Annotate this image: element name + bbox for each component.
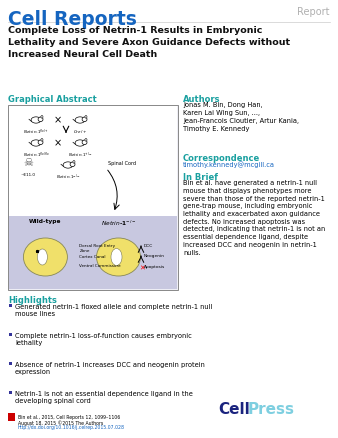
Text: August 18, 2015 ©2015 The Authors: August 18, 2015 ©2015 The Authors — [18, 419, 103, 425]
Text: Cell Reports: Cell Reports — [8, 10, 137, 29]
Text: Complete Loss of Netrin-1 Results in Embryonic
Lethality and Severe Axon Guidanc: Complete Loss of Netrin-1 Results in Emb… — [8, 26, 290, 59]
Ellipse shape — [85, 139, 87, 142]
Bar — [9, 107, 177, 216]
Bar — [9, 333, 12, 336]
Text: $\it{Netrin}$-1$^{flx/flx}$: $\it{Netrin}$-1$^{flx/flx}$ — [23, 151, 49, 160]
Text: Apoptosis: Apoptosis — [144, 265, 165, 268]
Text: $\it{Netrin}$-1$^{-/-}$: $\it{Netrin}$-1$^{-/-}$ — [101, 219, 136, 228]
Text: ✕: ✕ — [139, 265, 145, 270]
Bar — [9, 391, 12, 394]
Text: ×: × — [54, 115, 62, 125]
Text: Correspondence: Correspondence — [183, 154, 260, 162]
Text: Complete netrin-1 loss-of-function causes embryonic
lethality: Complete netrin-1 loss-of-function cause… — [15, 332, 192, 346]
Text: ~E11.0: ~E11.0 — [21, 173, 35, 177]
Text: Report: Report — [297, 7, 330, 17]
Text: Wild-type: Wild-type — [29, 219, 62, 223]
Text: Authors: Authors — [183, 95, 220, 104]
Ellipse shape — [41, 139, 43, 142]
Ellipse shape — [23, 238, 67, 276]
Text: Jonas M. Bin, Dong Han,
Karen Lai Wing Sun, ...,
Jean-Francois Cloutier, Artur K: Jonas M. Bin, Dong Han, Karen Lai Wing S… — [183, 102, 299, 132]
Bar — [9, 216, 177, 290]
Text: Press: Press — [248, 401, 295, 416]
Text: Neogenin: Neogenin — [144, 254, 165, 258]
Text: ×: × — [54, 138, 62, 148]
Ellipse shape — [63, 162, 73, 169]
Ellipse shape — [38, 118, 43, 122]
Ellipse shape — [41, 116, 43, 119]
Ellipse shape — [85, 116, 87, 119]
Bar — [9, 362, 12, 365]
Text: Graphical Abstract: Graphical Abstract — [8, 95, 97, 104]
Ellipse shape — [38, 141, 43, 145]
Ellipse shape — [75, 141, 85, 147]
Text: ☠: ☠ — [23, 158, 33, 168]
Text: $\it{Netrin}$-1$^{-/-}$: $\it{Netrin}$-1$^{-/-}$ — [55, 173, 80, 182]
Ellipse shape — [75, 117, 85, 124]
Text: timothy.kennedy@mcgill.ca: timothy.kennedy@mcgill.ca — [183, 161, 275, 167]
Bar — [8, 413, 15, 421]
Text: http://dx.doi.org/10.1016/j.celrep.2015.07.028: http://dx.doi.org/10.1016/j.celrep.2015.… — [18, 424, 125, 429]
Bar — [8, 106, 178, 290]
Text: Highlights: Highlights — [8, 295, 57, 304]
Text: Cortex Canal: Cortex Canal — [79, 254, 106, 258]
Ellipse shape — [38, 249, 47, 265]
Text: Absence of netrin-1 increases DCC and neogenin protein
expression: Absence of netrin-1 increases DCC and ne… — [15, 361, 205, 374]
Text: Bin et al., 2015, Cell Reports 12, 1099–1106: Bin et al., 2015, Cell Reports 12, 1099–… — [18, 414, 120, 419]
Text: $\it{Netrin}$-1$^{flx/+}$: $\it{Netrin}$-1$^{flx/+}$ — [23, 128, 49, 137]
Ellipse shape — [82, 118, 87, 122]
Text: Bin et al. have generated a netrin-1 null
mouse that displays phenotypes more
se: Bin et al. have generated a netrin-1 nul… — [183, 180, 325, 255]
Ellipse shape — [97, 238, 141, 276]
Ellipse shape — [82, 141, 87, 145]
Bar — [9, 304, 12, 307]
Text: Generated netrin-1 floxed allele and complete netrin-1 null
mouse lines: Generated netrin-1 floxed allele and com… — [15, 303, 212, 317]
Ellipse shape — [31, 117, 41, 124]
Text: Netrin-1 is not an essential dependence ligand in the
developing spinal cord: Netrin-1 is not an essential dependence … — [15, 390, 193, 403]
Ellipse shape — [73, 161, 75, 164]
Ellipse shape — [31, 141, 41, 147]
Text: $\it{Cre/+}$: $\it{Cre/+}$ — [73, 128, 87, 135]
Ellipse shape — [70, 162, 75, 167]
Text: DCC: DCC — [144, 244, 153, 247]
Text: Ventral Commissure: Ventral Commissure — [79, 263, 121, 267]
Text: Spinal Cord: Spinal Cord — [108, 160, 136, 165]
Text: Dorsal Root Entry
Zone: Dorsal Root Entry Zone — [79, 244, 116, 252]
Text: $\it{Netrin}$-1$^{+/-}$: $\it{Netrin}$-1$^{+/-}$ — [68, 151, 93, 160]
Text: Cell: Cell — [218, 401, 250, 416]
Ellipse shape — [111, 249, 122, 266]
Text: In Brief: In Brief — [183, 173, 218, 182]
